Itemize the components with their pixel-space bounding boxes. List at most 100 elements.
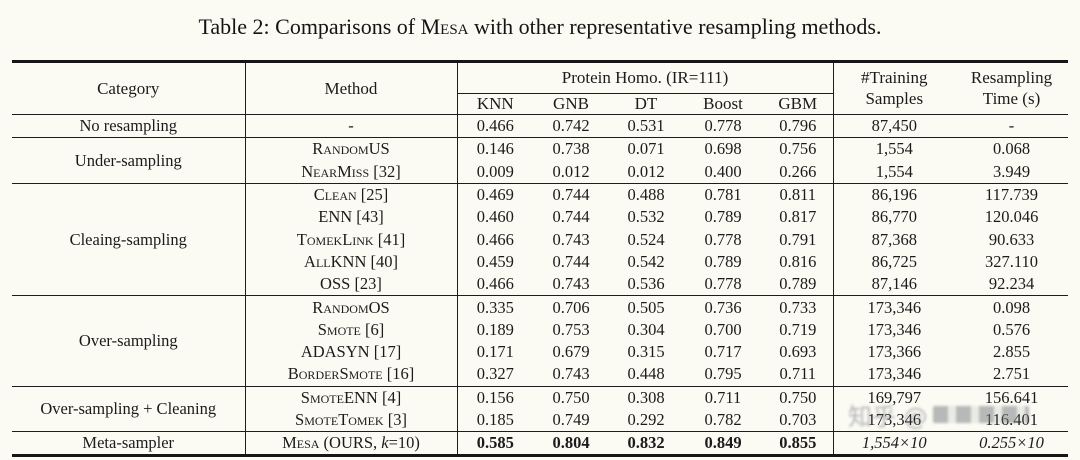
col-header-boost: Boost (703, 94, 743, 113)
method-cell: SmoteTomek [3] (245, 408, 458, 432)
score-cell: 0.749 (552, 410, 590, 429)
table-row: Under-sampling RandomUS 0.146 0.738 0.07… (12, 137, 1069, 184)
score-cell: 0.750 (533, 385, 609, 409)
score-cell: 0.719 (763, 318, 834, 341)
score-cell: 0.308 (609, 385, 683, 409)
col-header-method: Method (245, 61, 458, 115)
score-cell: 0.703 (763, 408, 834, 432)
time-cell: 2.855 (992, 342, 1031, 362)
method-cell: RandomUS (245, 137, 458, 161)
time-cell: 120.046 (984, 207, 1039, 227)
table-row: Over-sampling RandomOS 0.335 0.706 0.505… (12, 295, 1069, 387)
col-header-gnb: GNB (553, 94, 589, 113)
time-cell: 0.068 (955, 137, 1069, 161)
score-cell: 0.693 (763, 340, 834, 364)
col-group-protein-homo: Protein Homo. (IR=111) (457, 61, 834, 94)
score-cell: 0.466 (476, 274, 514, 294)
category-cell: Over-sampling + Cleaning (12, 385, 246, 432)
score-cell: 0.817 (763, 206, 834, 229)
score-cell: 0.789 (704, 207, 742, 227)
col-header-resampling-time: Resampling Time (s) (955, 62, 1068, 115)
score-cell: 0.789 (763, 273, 834, 296)
table-row: Cleaing-sampling Clean [25] 0.469 0.744 … (12, 182, 1069, 296)
method-cell: NearMiss [32] (245, 160, 458, 184)
score-cell: 0.679 (552, 342, 590, 362)
time-cell: 116.401 (985, 410, 1039, 429)
score-cell: 0.524 (627, 229, 665, 249)
samples-cell: 86,770 (871, 207, 917, 227)
title-text-post: with other representative resampling met… (468, 14, 882, 39)
samples-cell: 169,797 (833, 385, 956, 409)
col-header-training-samples: #Training Samples (833, 62, 955, 115)
table-row: AllKNN [40] 0.459 0.744 0.542 0.789 0.81… (12, 250, 1068, 274)
score-cell: 0.706 (533, 295, 609, 319)
score-cell: 0.795 (704, 364, 742, 384)
score-cell: 0.744 (552, 207, 590, 227)
samples-cell: 86,725 (871, 251, 917, 271)
score-cell: 0.738 (533, 137, 609, 161)
table-row: NearMiss [32] 0.009 0.012 0.012 0.400 0.… (12, 160, 1068, 184)
score-cell: 0.811 (763, 182, 834, 207)
score-cell: 0.071 (609, 137, 683, 161)
score-cell: 0.460 (476, 207, 514, 227)
time-cell: 0.255×10 (955, 431, 1069, 456)
samples-cell: 173,346 (867, 410, 922, 429)
table-row: TomekLink [41] 0.466 0.743 0.524 0.778 0… (12, 228, 1068, 251)
score-cell: 0.753 (552, 319, 590, 339)
score-cell: 0.743 (552, 274, 590, 294)
method-cell: ENN [43] (245, 206, 458, 229)
score-cell: 0.711 (683, 385, 763, 409)
time-cell: 117.739 (955, 182, 1069, 207)
samples-cell: 173,346 (867, 364, 922, 384)
time-cell: 0.098 (955, 295, 1069, 319)
score-cell: 0.156 (457, 385, 533, 409)
score-cell: 0.009 (476, 161, 514, 181)
score-cell: 0.756 (763, 137, 834, 161)
table-title: Table 2: Comparisons of Mesa with other … (0, 0, 1080, 40)
time-cell: 90.633 (988, 229, 1035, 249)
method-cell: AllKNN [40] (245, 250, 458, 274)
time-cell: 2.751 (992, 364, 1031, 384)
category-cell: Under-sampling (12, 137, 246, 184)
col-header-knn: KNN (476, 94, 514, 113)
category-cell: No resampling (12, 113, 246, 138)
score-cell: 0.292 (627, 410, 665, 429)
score-cell: 0.327 (476, 364, 514, 384)
results-table: Category Method Protein Homo. (IR=111) #… (12, 60, 1069, 458)
method-suffix: =10) (388, 433, 420, 453)
table-row: SmoteTomek [3] 0.185 0.749 0.292 0.782 0… (12, 408, 1068, 432)
score-cell: 0.789 (704, 251, 742, 271)
header-row-top: Category Method Protein Homo. (IR=111) #… (12, 61, 1068, 115)
score-cell: 0.505 (609, 295, 683, 319)
score-cell: 0.778 (683, 113, 763, 138)
method-cell: ADASYN [17] (245, 340, 458, 364)
header-line: Resampling (970, 68, 1053, 88)
score-cell: 0.542 (627, 251, 665, 271)
score-cell: 0.304 (627, 319, 665, 339)
score-cell: 0.700 (704, 319, 742, 339)
samples-cell: 1,554 (833, 137, 956, 161)
score-cell: 0.743 (552, 364, 590, 384)
score-cell: 0.171 (476, 342, 514, 362)
col-header-gbm: GBM (763, 93, 834, 115)
score-cell: 0.459 (476, 251, 514, 271)
samples-cell: 86,196 (833, 182, 956, 207)
score-cell: 0.804 (533, 431, 609, 456)
score-cell: 0.778 (704, 229, 742, 249)
table-row: BorderSmote [16] 0.327 0.743 0.448 0.795… (12, 363, 1068, 387)
table-row: Smote [6] 0.189 0.753 0.304 0.700 0.719 … (12, 318, 1068, 341)
score-cell: 0.849 (683, 431, 763, 456)
method-cell: OSS [23] (245, 273, 458, 296)
method-cell: Clean [25] (245, 182, 458, 207)
score-cell: 0.466 (476, 229, 514, 249)
score-cell: 0.832 (609, 431, 683, 456)
score-cell: 0.466 (457, 113, 533, 138)
time-cell: 3.949 (992, 161, 1031, 181)
score-cell: 0.816 (763, 250, 834, 274)
header-line: Time (s) (982, 88, 1041, 108)
score-cell: 0.488 (609, 182, 683, 207)
category-cell: Over-sampling (12, 295, 246, 387)
time-cell: 327.110 (985, 251, 1039, 271)
method-cell: Smote [6] (245, 318, 458, 341)
score-cell: 0.012 (627, 161, 665, 181)
